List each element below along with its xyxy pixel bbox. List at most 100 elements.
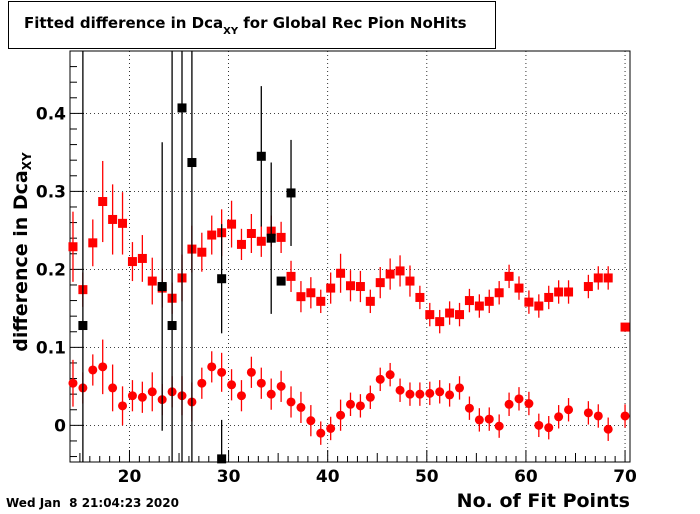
data-point-circle	[445, 390, 455, 400]
data-point-square	[88, 238, 98, 248]
y-axis-label: difference in DcaXY	[10, 152, 34, 351]
data-point-circle	[603, 424, 613, 434]
data-point-circle	[98, 362, 108, 372]
y-axis-label-subscript: XY	[20, 152, 34, 171]
data-point-square	[177, 103, 187, 113]
data-point-circle	[316, 428, 326, 438]
data-point-square	[514, 283, 524, 293]
data-point-square	[395, 266, 405, 276]
x-tick-label: 50	[415, 467, 439, 487]
data-point-square	[345, 281, 355, 291]
data-point-square	[276, 232, 286, 242]
data-point-circle	[68, 378, 78, 388]
timestamp: Wed Jan 8 21:04:23 2020	[6, 496, 179, 510]
data-point-square	[534, 301, 544, 311]
data-point-circle	[137, 392, 147, 402]
data-point-square	[217, 274, 227, 284]
data-point-square	[227, 219, 237, 229]
data-point-circle	[217, 367, 227, 377]
data-point-circle	[395, 385, 405, 395]
data-point-circle	[147, 387, 157, 397]
data-point-circle	[246, 367, 256, 377]
data-point-square	[246, 228, 256, 238]
chart-title-box: Fitted difference in DcaXY for Global Re…	[8, 1, 496, 49]
chart-title-main: Fitted difference in Dca	[24, 14, 224, 32]
data-point-circle	[415, 389, 425, 399]
data-point-square	[385, 269, 395, 279]
data-point-circle	[266, 389, 276, 399]
data-point-square	[98, 197, 108, 207]
x-tick-label: 40	[316, 467, 340, 487]
data-point-square	[108, 214, 118, 224]
data-point-square	[494, 288, 504, 298]
data-point-square	[147, 276, 157, 286]
data-point-square	[68, 242, 78, 252]
data-point-circle	[207, 362, 217, 372]
data-point-square	[207, 230, 217, 240]
data-point-square	[425, 310, 435, 320]
data-point-square	[78, 321, 88, 331]
data-point-circle	[564, 405, 574, 415]
data-point-square	[375, 278, 385, 288]
data-point-circle	[256, 378, 266, 388]
chart-title-subscript: XY	[223, 26, 239, 37]
data-point-square	[296, 292, 306, 302]
data-point-square	[197, 247, 207, 257]
data-point-square	[286, 271, 296, 281]
data-point-circle	[544, 423, 554, 433]
data-point-square	[157, 282, 167, 292]
data-point-square	[593, 273, 603, 283]
data-point-square	[236, 239, 246, 249]
data-point-circle	[554, 412, 564, 422]
data-point-square	[524, 297, 534, 307]
data-point-circle	[484, 414, 494, 424]
data-point-circle	[494, 421, 504, 431]
data-point-circle	[593, 411, 603, 421]
data-point-square	[504, 271, 514, 281]
data-point-circle	[583, 408, 593, 418]
data-point-square	[583, 282, 593, 292]
data-point-circle	[375, 374, 385, 384]
data-point-square	[455, 310, 465, 320]
data-point-square	[286, 188, 296, 198]
data-point-square	[137, 253, 147, 263]
data-point-square	[217, 454, 227, 464]
data-point-square	[355, 282, 365, 292]
data-point-square	[603, 273, 613, 283]
data-point-circle	[336, 410, 346, 420]
data-point-circle	[296, 402, 306, 412]
data-point-square	[620, 322, 630, 332]
data-point-circle	[276, 381, 286, 391]
data-point-circle	[236, 391, 246, 401]
x-tick-label: 60	[514, 467, 538, 487]
chart-title: Fitted difference in DcaXY for Global Re…	[24, 14, 467, 37]
data-point-circle	[88, 365, 98, 375]
data-point-square	[118, 218, 128, 228]
data-point-square	[564, 287, 574, 297]
data-point-square	[474, 301, 484, 311]
data-point-circle	[455, 383, 465, 393]
data-point-square	[316, 296, 326, 306]
data-point-circle	[524, 399, 534, 409]
chart-title-suffix: for Global Rec Pion NoHits	[238, 14, 467, 32]
data-point-square	[464, 296, 474, 306]
x-tick-label: 70	[613, 467, 637, 487]
data-point-square	[187, 158, 197, 168]
y-tick-label: 0.2	[36, 260, 66, 280]
data-point-circle	[504, 399, 514, 409]
data-point-circle	[474, 415, 484, 425]
data-point-circle	[286, 397, 296, 407]
data-point-square	[256, 236, 266, 246]
data-point-circle	[326, 423, 336, 433]
data-point-circle	[365, 392, 375, 402]
data-point-circle	[405, 389, 415, 399]
data-point-circle	[514, 394, 524, 404]
data-point-square	[326, 283, 336, 293]
data-point-circle	[435, 387, 445, 397]
data-point-square	[127, 257, 137, 267]
data-point-square	[415, 292, 425, 302]
x-tick-label: 30	[217, 467, 241, 487]
data-point-square	[554, 287, 564, 297]
data-point-circle	[118, 401, 128, 411]
